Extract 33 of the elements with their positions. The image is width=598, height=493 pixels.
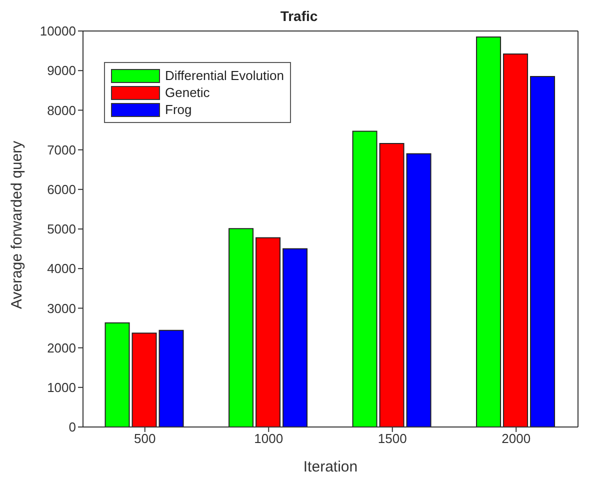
x-tick-label: 1500 xyxy=(378,431,407,446)
bar xyxy=(228,228,254,427)
bar xyxy=(282,248,308,427)
legend-label: Differential Evolution xyxy=(164,67,284,84)
x-tick-label: 2000 xyxy=(502,431,531,446)
x-axis-title: Iteration xyxy=(303,458,358,476)
y-tick-label: 7000 xyxy=(47,142,76,158)
y-axis-title: Average forwarded query xyxy=(8,140,26,309)
y-tick-label: 0 xyxy=(68,420,76,435)
y-tick-label: 2000 xyxy=(47,340,76,356)
chart-title: Trafic xyxy=(279,8,319,24)
legend-label: Genetic xyxy=(164,84,211,101)
bar xyxy=(256,237,281,427)
x-tick-label: 500 xyxy=(134,431,156,446)
y-tick-label: 5000 xyxy=(47,222,76,237)
bar xyxy=(158,330,184,427)
bar xyxy=(476,36,502,427)
y-tick-label: 8000 xyxy=(47,102,76,118)
legend-label: Frog xyxy=(164,101,193,118)
bar xyxy=(503,53,528,427)
bar xyxy=(379,142,404,427)
bar xyxy=(132,332,157,427)
y-tick-label: 4000 xyxy=(47,261,76,276)
y-tick-label: 10000 xyxy=(40,24,76,39)
y-tick-label: 6000 xyxy=(47,182,76,198)
bar xyxy=(104,322,130,427)
y-tick-label: 3000 xyxy=(47,300,76,316)
y-tick-label: 1000 xyxy=(47,380,76,396)
bar xyxy=(406,153,432,427)
bar xyxy=(530,76,556,427)
bar xyxy=(352,130,378,427)
y-tick-label: 9000 xyxy=(47,63,76,78)
x-tick-label: 1000 xyxy=(254,431,284,446)
